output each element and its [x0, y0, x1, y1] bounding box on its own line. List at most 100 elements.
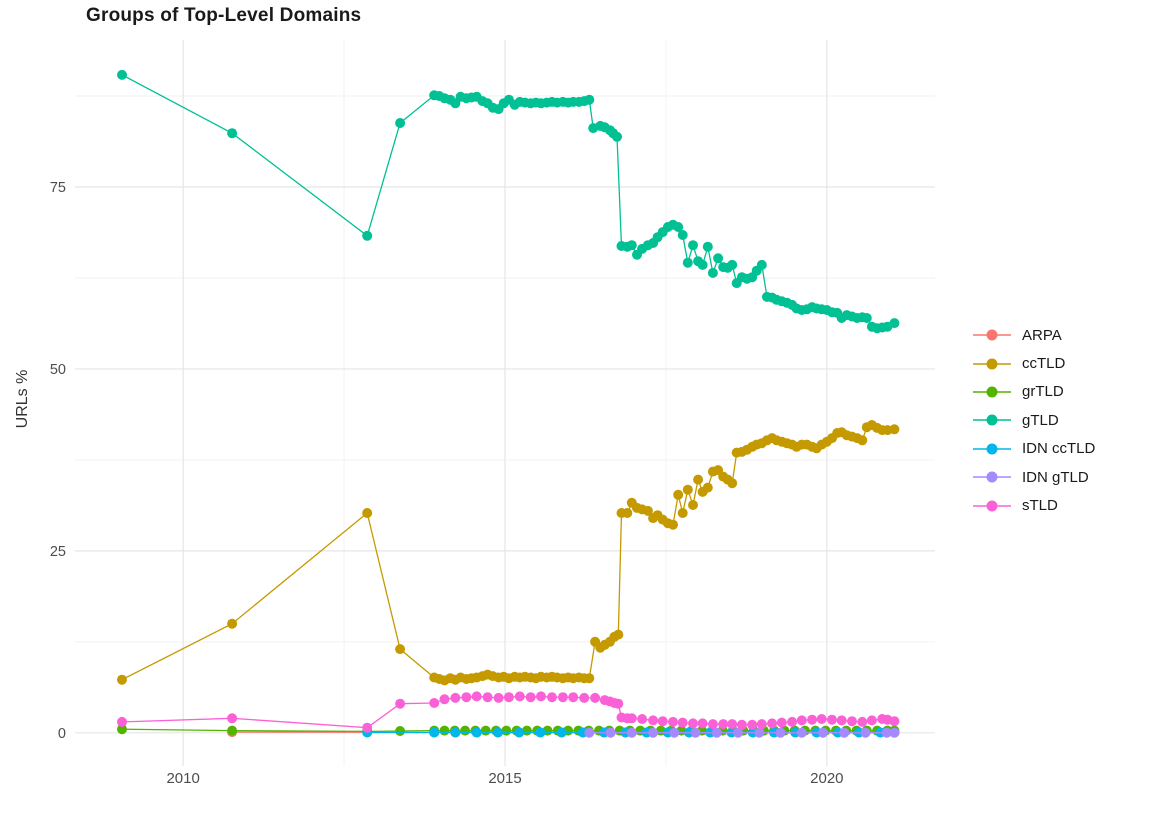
data-point-stld	[718, 719, 729, 730]
data-point-grtld	[460, 725, 471, 736]
legend-entry-gtld: gTLD	[972, 406, 1095, 434]
data-point-gtld	[612, 131, 622, 142]
data-point-grtld	[227, 725, 238, 736]
data-point-stld	[827, 714, 837, 725]
data-point-cctld	[622, 508, 633, 518]
y-tick-label: 25	[50, 544, 66, 560]
data-point-gtld	[584, 94, 595, 105]
data-point-cctld	[227, 618, 238, 629]
data-point-stld	[547, 692, 557, 703]
data-point-stld	[847, 716, 857, 727]
data-point-idn-cctld	[535, 727, 546, 738]
data-point-stld	[736, 719, 747, 730]
data-point-cctld	[673, 489, 684, 500]
data-point-stld	[727, 719, 738, 730]
data-point-stld	[648, 715, 659, 726]
data-point-gtld	[677, 230, 688, 240]
data-point-stld	[514, 691, 525, 702]
data-point-cctld	[584, 673, 595, 684]
data-point-idn-cctld	[429, 727, 440, 738]
data-point-idn-gtld	[584, 727, 595, 738]
data-point-idn-gtld	[775, 727, 786, 738]
data-point-idn-gtld	[690, 727, 701, 738]
data-point-idn-cctld	[450, 727, 461, 738]
data-point-stld	[707, 719, 718, 730]
data-point-stld	[227, 713, 238, 724]
data-point-stld	[787, 716, 798, 727]
data-point-stld	[395, 698, 406, 709]
data-point-stld	[536, 691, 546, 702]
data-point-idn-gtld	[796, 727, 807, 738]
data-point-idn-gtld	[754, 727, 765, 738]
data-point-cctld	[395, 644, 406, 655]
data-point-grtld	[395, 726, 406, 736]
data-point-gtld	[227, 128, 238, 139]
data-point-cctld	[362, 508, 373, 518]
data-point-stld	[439, 694, 450, 705]
data-point-cctld	[613, 629, 624, 640]
data-point-gtld	[117, 69, 127, 80]
data-point-stld	[756, 719, 767, 730]
data-point-stld	[668, 716, 678, 727]
legend-label: sTLD	[1022, 497, 1058, 515]
data-point-stld	[117, 716, 127, 727]
data-point-stld	[525, 692, 536, 703]
data-point-stld	[767, 718, 778, 729]
data-point-gtld	[707, 267, 718, 278]
data-point-cctld	[889, 424, 900, 435]
legend-label: ARPA	[1022, 326, 1062, 344]
data-point-stld	[776, 717, 787, 728]
data-point-stld	[866, 715, 877, 726]
data-point-grtld	[439, 725, 450, 736]
legend-label: IDN gTLD	[1022, 468, 1089, 486]
legend-key-icon	[973, 329, 1011, 341]
data-point-idn-gtld	[818, 727, 828, 738]
data-point-stld	[362, 722, 373, 733]
data-point-stld	[688, 718, 698, 729]
data-point-idn-cctld	[556, 727, 567, 738]
data-point-gtld	[673, 222, 684, 232]
data-point-cctld	[677, 508, 688, 518]
data-point-stld	[796, 715, 807, 726]
data-point-stld	[557, 692, 568, 703]
data-point-cctld	[682, 484, 693, 495]
data-point-idn-gtld	[669, 727, 680, 738]
legend-entry-cctld: ccTLD	[972, 349, 1095, 377]
data-point-cctld	[642, 505, 653, 516]
data-point-stld	[568, 692, 579, 703]
data-point-idn-cctld	[471, 727, 482, 738]
data-point-idn-gtld	[889, 727, 900, 738]
data-point-gtld	[713, 253, 724, 264]
data-point-stld	[482, 692, 493, 703]
data-point-cctld	[668, 519, 678, 530]
legend-label: gTLD	[1022, 411, 1059, 429]
data-point-gtld	[702, 241, 713, 252]
legend-entry-idn-gtld: IDN gTLD	[972, 463, 1095, 491]
data-point-idn-gtld	[881, 727, 892, 738]
data-point-stld	[450, 692, 461, 703]
data-point-gtld	[697, 259, 708, 270]
data-point-idn-gtld	[648, 727, 659, 738]
data-point-gtld	[395, 118, 406, 128]
data-point-stld	[613, 698, 624, 709]
legend-key-icon	[973, 414, 1011, 426]
data-point-stld	[579, 692, 590, 703]
data-point-gtld	[362, 230, 373, 241]
x-tick-label: 2010	[166, 770, 199, 787]
data-point-idn-cctld	[514, 727, 525, 738]
legend: ARPA ccTLD grTLD gTLD IDN ccTLD IDN gTLD…	[972, 321, 1095, 520]
data-point-cctld	[727, 478, 738, 489]
chart-title: Groups of Top-Level Domains	[86, 5, 362, 26]
data-point-stld	[747, 719, 758, 730]
data-point-cctld	[693, 474, 704, 485]
legend-label: ccTLD	[1022, 355, 1066, 373]
data-point-stld	[677, 717, 688, 728]
data-point-grtld	[117, 724, 127, 735]
data-point-stld	[461, 692, 472, 703]
data-point-cctld	[117, 674, 127, 685]
x-tick-label: 2015	[488, 770, 521, 787]
legend-key-icon	[973, 358, 1011, 370]
data-point-stld	[503, 692, 514, 703]
data-point-cctld	[688, 500, 698, 510]
